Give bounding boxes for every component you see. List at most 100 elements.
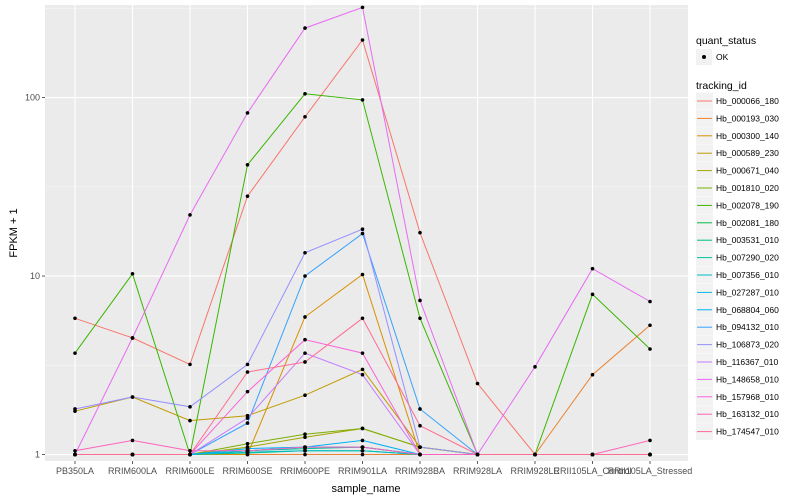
- data-point: [648, 438, 652, 443]
- data-point: [245, 389, 250, 394]
- data-point: [360, 316, 365, 321]
- x-tick-label: RRIM928BA: [395, 466, 445, 476]
- data-point: [303, 432, 307, 436]
- data-point: [303, 115, 307, 119]
- legend-label-Hb_116367_010: Hb_116367_010: [716, 357, 779, 367]
- data-point: [360, 367, 365, 372]
- data-point: [475, 452, 480, 457]
- x-tick-label: RRIM600PE: [280, 466, 330, 476]
- data-point: [130, 452, 135, 457]
- x-tick-label: RRIM600LE: [165, 466, 214, 476]
- data-point: [188, 213, 192, 217]
- data-point: [245, 441, 250, 446]
- x-tick-label: RRIM928LA: [453, 466, 502, 476]
- legend-line-entries: Hb_000066_180 Hb_000193_030 Hb_000300_140 H…: [696, 92, 779, 441]
- data-point: [418, 445, 422, 449]
- data-point: [303, 452, 307, 457]
- data-point: [245, 416, 250, 420]
- x-axis: PB350LA RRIM600LA RRIM600LE RRIM600SE RRIM60…: [56, 461, 692, 476]
- data-point: [130, 395, 135, 399]
- x-tick-label: RRII105LA_Stressed: [608, 466, 693, 476]
- data-point: [303, 250, 307, 255]
- data-point: [188, 418, 192, 423]
- data-point: [418, 298, 422, 303]
- y-axis: 1 10 100: [25, 93, 45, 460]
- data-point: [360, 426, 365, 431]
- data-point: [130, 336, 135, 340]
- data-point: [303, 26, 307, 30]
- legend-label-Hb_000300_140: Hb_000300_140: [716, 131, 779, 141]
- legend-label-OK: OK: [716, 52, 729, 62]
- data-point: [73, 448, 77, 453]
- data-point: [360, 227, 365, 231]
- legend-label-Hb_094132_010: Hb_094132_010: [716, 322, 779, 332]
- legend-label-Hb_002078_190: Hb_002078_190: [716, 200, 779, 210]
- data-point: [188, 452, 192, 457]
- data-point: [73, 316, 77, 321]
- legend-label-Hb_002081_180: Hb_002081_180: [716, 218, 779, 228]
- data-point: [360, 448, 365, 453]
- data-point: [245, 362, 250, 367]
- data-point: [303, 393, 307, 397]
- data-point: [648, 452, 652, 457]
- x-axis-title: sample_name: [331, 483, 400, 495]
- legend-label-Hb_003531_010: Hb_003531_010: [716, 235, 779, 245]
- data-point: [188, 448, 192, 453]
- legend-label-Hb_174547_010: Hb_174547_010: [716, 427, 779, 437]
- x-tick-label: PB350LA: [56, 466, 94, 476]
- legend-label-Hb_000589_230: Hb_000589_230: [716, 148, 779, 158]
- data-point: [303, 435, 307, 440]
- x-tick-label: RRII105LA_Control: [553, 466, 631, 476]
- data-point: [360, 351, 365, 355]
- data-point: [533, 365, 537, 369]
- legend-label-Hb_001810_020: Hb_001810_020: [716, 183, 779, 193]
- data-point: [245, 421, 250, 425]
- data-point: [590, 452, 595, 457]
- data-point: [360, 438, 365, 443]
- data-point: [648, 323, 652, 328]
- data-point: [73, 407, 77, 411]
- plot-panel: [45, 5, 688, 461]
- data-point: [245, 194, 250, 199]
- data-point: [360, 452, 365, 457]
- data-point: [648, 299, 652, 304]
- data-point: [303, 360, 307, 364]
- data-point: [360, 38, 365, 42]
- data-point: [73, 452, 77, 457]
- data-point: [245, 448, 250, 453]
- x-tick-label: RRIM901LA: [338, 466, 387, 476]
- data-point: [360, 231, 365, 236]
- data-point: [303, 91, 307, 96]
- data-point: [360, 372, 365, 377]
- legend-title-quant-status: quant_status: [696, 35, 756, 47]
- data-point: [533, 452, 537, 457]
- y-axis-title: FPKM + 1: [8, 208, 20, 257]
- data-point: [245, 111, 250, 115]
- data-point: [303, 274, 307, 278]
- data-point: [130, 438, 135, 443]
- legend-label-Hb_148658_010: Hb_148658_010: [716, 374, 779, 384]
- x-tick-label: RRIM600SE: [222, 466, 272, 476]
- data-point: [303, 337, 307, 342]
- legend-label-Hb_000671_040: Hb_000671_040: [716, 166, 779, 176]
- legend-label-Hb_000193_030: Hb_000193_030: [716, 113, 779, 123]
- series-points: [73, 5, 652, 457]
- data-point: [360, 5, 365, 10]
- data-point: [245, 370, 250, 374]
- y-tick-label: 1: [35, 450, 40, 460]
- legend: quant_status OK tracking_id Hb_000066_18…: [696, 35, 779, 441]
- data-point: [418, 316, 422, 321]
- legend-title-tracking-id: tracking_id: [696, 80, 747, 92]
- data-point: [130, 271, 135, 276]
- data-point: [245, 162, 250, 167]
- legend-label-Hb_027287_010: Hb_027287_010: [716, 287, 779, 297]
- data-point: [188, 405, 192, 409]
- x-tick-label: RRIM600LA: [108, 466, 157, 476]
- data-point: [590, 372, 595, 377]
- legend-label-Hb_106873_020: Hb_106873_020: [716, 340, 779, 350]
- legend-label-Hb_157968_010: Hb_157968_010: [716, 392, 779, 402]
- data-point: [590, 266, 595, 271]
- data-point: [360, 98, 365, 102]
- data-point: [418, 452, 422, 457]
